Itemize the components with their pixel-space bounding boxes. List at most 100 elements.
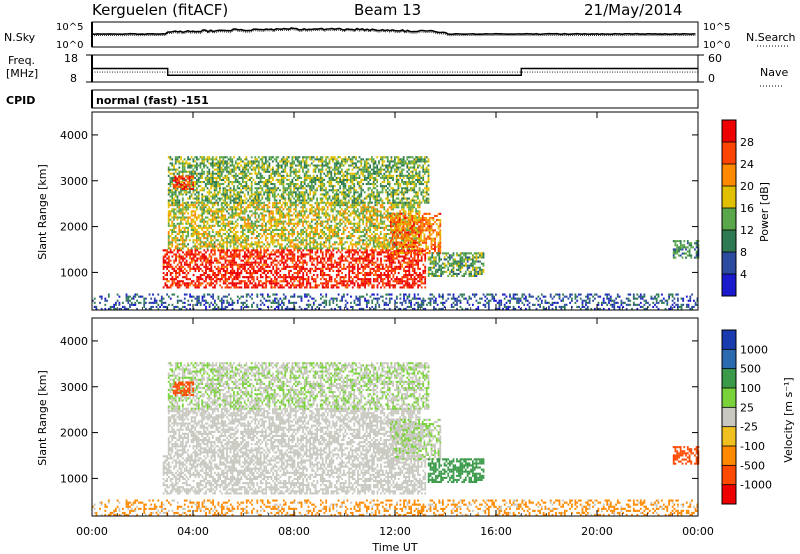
power-cell bbox=[280, 178, 283, 181]
power-cell bbox=[243, 233, 246, 236]
power-cell bbox=[203, 199, 205, 202]
power-cell bbox=[227, 195, 230, 198]
power-cell bbox=[296, 216, 299, 219]
power-cell bbox=[242, 212, 244, 215]
power-cell bbox=[198, 257, 200, 260]
power-cell bbox=[199, 259, 202, 262]
power-cell bbox=[196, 162, 198, 165]
power-cell bbox=[220, 162, 223, 165]
power-cell bbox=[316, 233, 318, 236]
power-cell bbox=[215, 199, 218, 202]
power-cell bbox=[270, 222, 273, 225]
power-cell bbox=[259, 237, 262, 240]
power-cell bbox=[419, 280, 421, 283]
power-cell bbox=[196, 224, 198, 227]
power-cell bbox=[171, 267, 174, 270]
power-cell bbox=[242, 233, 244, 236]
power-cell bbox=[390, 265, 393, 268]
power-cell bbox=[250, 204, 253, 207]
power-cell bbox=[302, 224, 304, 227]
power-cell bbox=[300, 247, 303, 250]
power-cell bbox=[203, 245, 205, 248]
power-cell bbox=[203, 274, 206, 277]
power-cell bbox=[326, 222, 329, 225]
power-cell bbox=[344, 202, 347, 205]
power-cell bbox=[238, 274, 241, 277]
power-cell bbox=[226, 178, 228, 181]
power-cell bbox=[302, 261, 305, 264]
power-cell bbox=[371, 220, 373, 223]
power-cell bbox=[213, 241, 216, 244]
power-cell bbox=[187, 265, 190, 268]
power-cell bbox=[394, 204, 396, 207]
power-cell bbox=[381, 220, 384, 223]
power-cell bbox=[275, 280, 278, 283]
power-cell bbox=[169, 212, 172, 215]
power-cell bbox=[245, 235, 248, 238]
power-cell bbox=[282, 251, 285, 254]
power-cell bbox=[263, 251, 266, 254]
power-cell bbox=[238, 181, 241, 184]
power-cell bbox=[362, 204, 364, 207]
power-cell bbox=[252, 249, 255, 252]
power-cell bbox=[303, 195, 306, 198]
power-cell bbox=[376, 233, 379, 236]
power-cell bbox=[169, 272, 172, 275]
power-cell bbox=[234, 174, 237, 177]
power-cell bbox=[410, 253, 412, 256]
power-cell bbox=[259, 187, 262, 190]
power-cell bbox=[343, 263, 345, 266]
power-cell bbox=[302, 204, 304, 207]
power-cell bbox=[314, 245, 317, 248]
power-cell bbox=[201, 206, 204, 209]
power-cell bbox=[222, 280, 225, 283]
power-cell bbox=[222, 216, 225, 219]
power-cell bbox=[367, 253, 370, 256]
cpid-label: CPID bbox=[6, 94, 35, 107]
power-cell bbox=[224, 160, 227, 163]
power-cell bbox=[287, 220, 290, 223]
power-cell bbox=[282, 286, 285, 289]
power-cell bbox=[279, 206, 281, 209]
power-cell bbox=[280, 230, 283, 233]
power-cell bbox=[210, 181, 212, 184]
power-cell bbox=[388, 237, 391, 240]
power-cell bbox=[388, 276, 391, 279]
power-cell bbox=[192, 226, 195, 229]
power-cell bbox=[268, 158, 271, 161]
power-cell bbox=[390, 261, 393, 264]
power-cell bbox=[422, 272, 425, 275]
power-cell bbox=[291, 278, 294, 281]
power-cell bbox=[266, 170, 269, 173]
power-cell bbox=[206, 249, 209, 252]
power-cell bbox=[247, 191, 250, 194]
power-cell bbox=[208, 162, 211, 165]
power-cell bbox=[295, 199, 297, 202]
power-cell bbox=[266, 228, 269, 231]
power-cell bbox=[224, 204, 227, 207]
power-cell bbox=[217, 174, 219, 177]
power-cell bbox=[291, 195, 294, 198]
power-cell bbox=[233, 187, 235, 190]
power-cell bbox=[401, 259, 404, 262]
power-cell bbox=[238, 191, 241, 194]
power-cell bbox=[178, 286, 181, 289]
power-cell bbox=[240, 263, 243, 266]
power-cell bbox=[217, 197, 219, 200]
power-cell bbox=[408, 267, 411, 270]
power-cell bbox=[372, 237, 375, 240]
power-cell bbox=[196, 230, 198, 233]
power-cell bbox=[314, 282, 317, 285]
power-cell bbox=[187, 208, 189, 211]
power-cell bbox=[333, 235, 336, 238]
power-cell bbox=[300, 164, 303, 167]
power-cell bbox=[185, 204, 188, 207]
power-cell bbox=[231, 226, 234, 229]
power-cell bbox=[293, 156, 295, 159]
power-cell bbox=[372, 224, 375, 227]
power-cell bbox=[245, 226, 248, 229]
power-cell bbox=[242, 178, 244, 181]
power-cell bbox=[302, 214, 304, 217]
power-cell bbox=[346, 280, 349, 283]
power-cell bbox=[312, 247, 315, 250]
